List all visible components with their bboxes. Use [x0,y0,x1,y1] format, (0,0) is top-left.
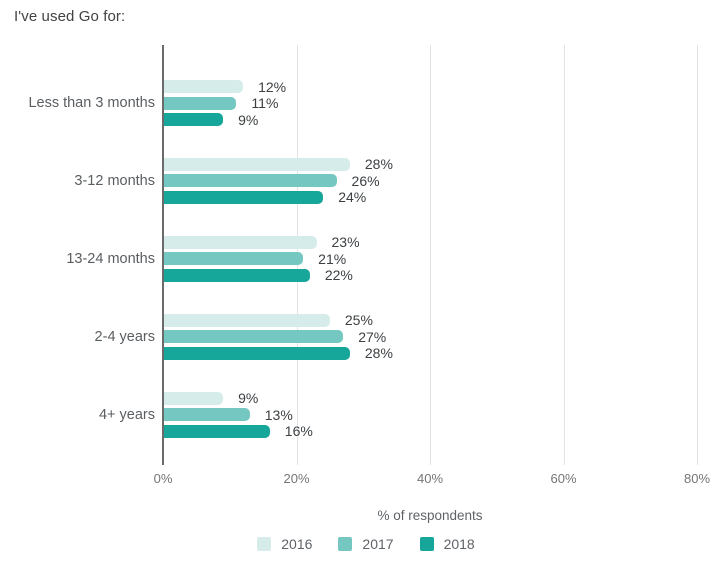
bar [164,330,344,344]
category-label: 13-24 months [66,250,155,267]
bar [164,174,337,188]
bar [164,252,304,266]
bar-value-label: 22% [324,267,353,284]
gridline [697,45,698,465]
legend-swatch [257,537,272,551]
bar-value-label: 26% [351,172,380,189]
x-tick-label: 0% [153,471,173,486]
bar-value-label: 16% [284,423,313,440]
legend: 2016 2017 2018 [6,536,720,552]
y-axis-line [161,45,164,465]
bar-value-label: 9% [238,390,259,407]
bar-value-label: 13% [264,406,293,423]
legend-label: 2018 [443,536,475,552]
bar-value-label: 27% [358,328,387,345]
legend-swatch [338,537,353,551]
bar-value-label: 28% [364,156,393,173]
legend-item: 2017 [338,536,394,552]
bar-value-label: 23% [331,234,360,251]
bar [164,190,324,204]
bar [164,346,350,360]
bar-value-label: 11% [251,95,279,111]
gridline [430,45,431,465]
bar-value-label: 28% [364,345,393,362]
bar-value-label: 24% [338,189,367,206]
x-tick-label: 80% [683,471,711,486]
legend-item: 2016 [257,536,312,552]
x-axis-title: % of respondents [377,508,483,523]
bar-value-label: 12% [258,78,287,95]
chart-title: I've used Go for: [14,8,126,25]
category-label: 4+ years [98,406,155,423]
bar [164,113,224,126]
bar [164,80,244,93]
gridline [563,45,565,465]
category-label: 2-4 years [94,328,155,345]
legend-swatch [419,537,434,551]
x-tick-label: 20% [283,471,310,486]
bar [164,408,250,422]
bar-value-label: 21% [318,250,347,267]
bar-value-label: 9% [238,111,259,128]
bar [164,313,330,327]
bar [164,157,350,171]
bar [164,235,317,249]
x-tick-label: 40% [416,471,444,486]
bar [164,96,237,110]
legend-item: 2018 [419,536,475,552]
legend-label: 2017 [362,536,394,552]
category-label: 3-12 months [74,172,155,189]
bar [164,391,224,405]
bar [164,268,310,282]
category-label: Less than 3 months [28,95,155,111]
bar-value-label: 25% [344,312,373,329]
legend-label: 2016 [281,536,313,552]
x-tick-label: 60% [550,471,577,486]
bar [164,424,270,438]
